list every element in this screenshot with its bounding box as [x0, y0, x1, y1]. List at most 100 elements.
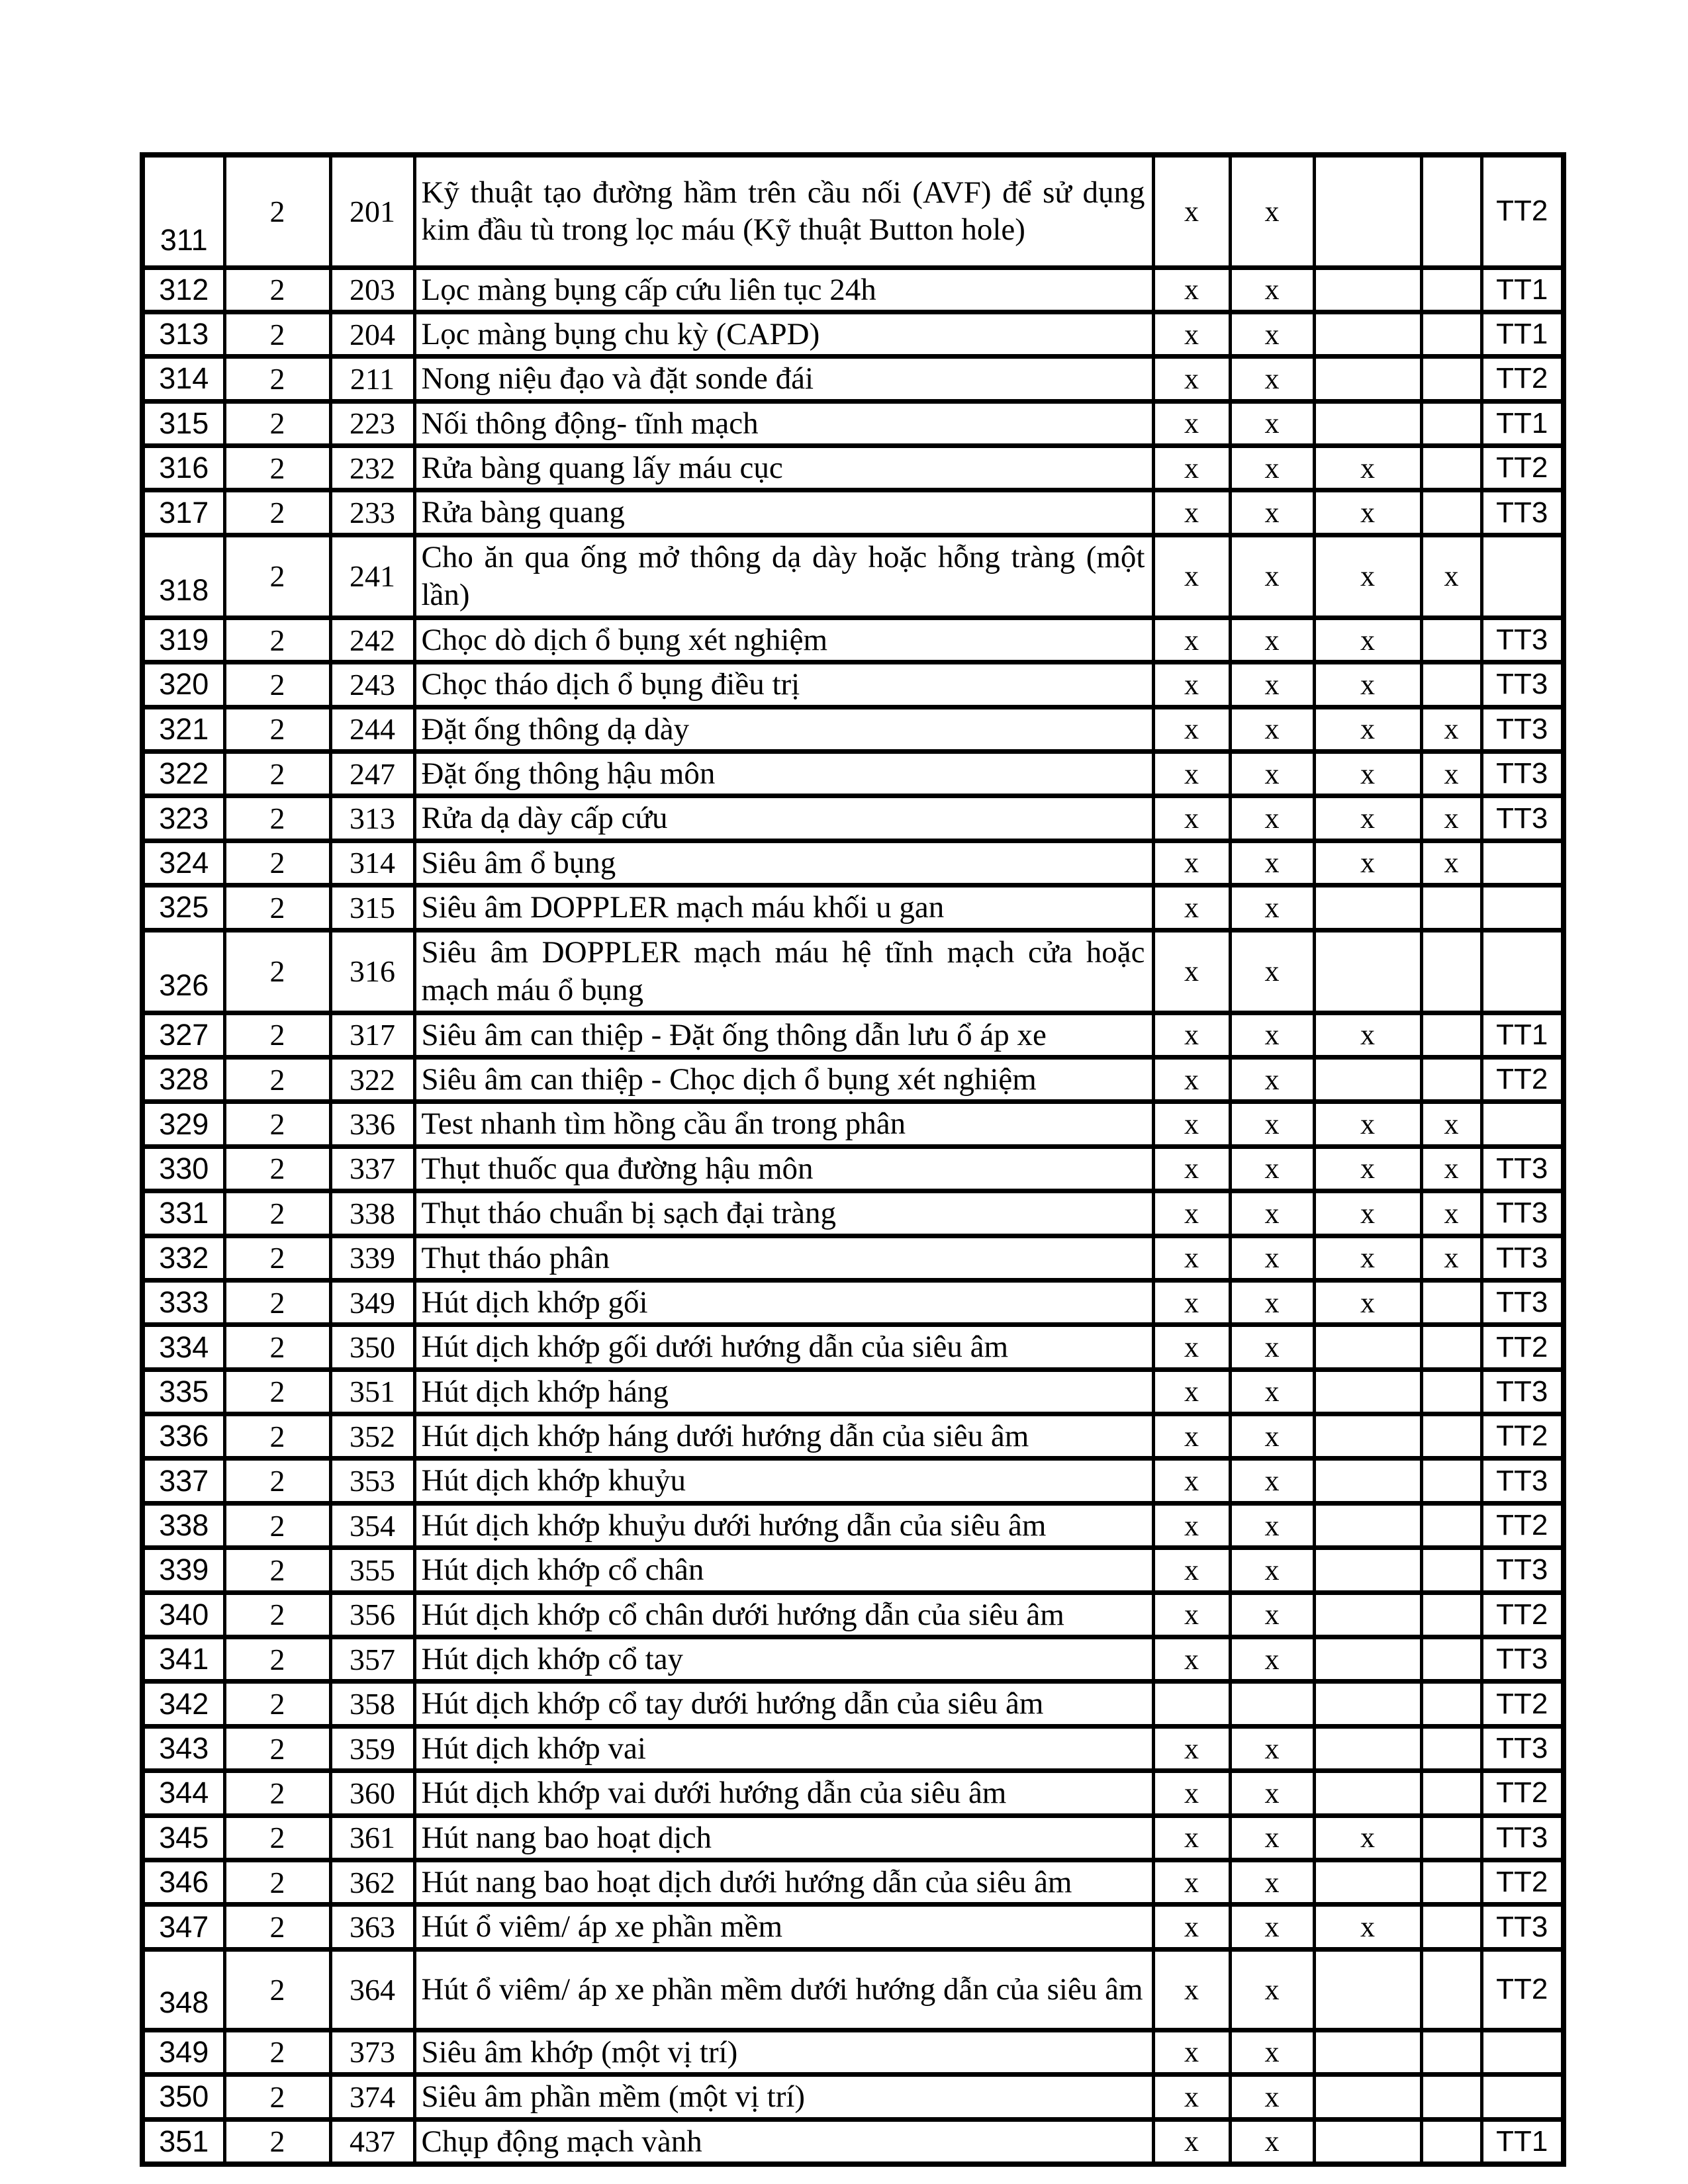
cell-mark-3: x	[1312, 1189, 1423, 1238]
table-row: 336 2 352 Hút dịch khớp háng dưới hướng dẫn…	[140, 1412, 1566, 1461]
cell-code: 233	[328, 488, 416, 537]
cell-mark-4	[1419, 1277, 1483, 1328]
cell-mark-2: x	[1228, 1010, 1316, 1060]
cell-name: Nối thông động- tĩnh mạch	[412, 398, 1155, 449]
cell-name: Chụp động mạch vành	[412, 2116, 1155, 2167]
cell-level: 2	[222, 1902, 332, 1952]
cell-code: 315	[328, 883, 416, 933]
cell-level: 2	[222, 1099, 332, 1149]
cell-tt: TT3	[1479, 704, 1566, 754]
cell-code: 354	[328, 1500, 416, 1551]
cell-mark-2: x	[1228, 1500, 1316, 1551]
cell-mark-3	[1312, 1456, 1423, 1506]
cell-tt: TT2	[1479, 1412, 1566, 1461]
cell-mark-4	[1419, 1723, 1483, 1774]
cell-level: 2	[222, 927, 332, 1015]
cell-tt: TT2	[1479, 152, 1566, 270]
cell-mark-2: x	[1228, 1590, 1316, 1640]
cell-level: 2	[222, 309, 332, 359]
cell-name: Cho ăn qua ống mở thông dạ dày hoặc hỗng…	[412, 532, 1155, 620]
cell-tt: TT3	[1479, 1144, 1566, 1194]
cell-code: 363	[328, 1902, 416, 1952]
cell-name: Hút dịch khớp vai dưới hướng dẫn của siê…	[412, 1768, 1155, 1818]
cell-level: 2	[222, 1679, 332, 1729]
cell-mark-3	[1312, 2072, 1423, 2122]
cell-stt: 331	[140, 1189, 226, 1238]
cell-level: 2	[222, 2072, 332, 2122]
cell-tt: TT2	[1479, 354, 1566, 404]
cell-level: 2	[222, 1189, 332, 1238]
cell-mark-2: x	[1228, 1723, 1316, 1774]
cell-tt: TT3	[1479, 1635, 1566, 1684]
cell-stt: 346	[140, 1857, 226, 1907]
cell-code: 241	[328, 532, 416, 620]
cell-tt: TT1	[1479, 398, 1566, 449]
cell-mark-2: x	[1228, 488, 1316, 537]
cell-stt: 328	[140, 1054, 226, 1105]
cell-mark-3	[1312, 1500, 1423, 1551]
cell-name: Đặt ống thông hậu môn	[412, 749, 1155, 799]
cell-name: Chọc tháo dịch ổ bụng điều trị	[412, 660, 1155, 709]
cell-code: 204	[328, 309, 416, 359]
cell-code: 337	[328, 1144, 416, 1194]
cell-name: Lọc màng bụng cấp cứu liên tục 24h	[412, 265, 1155, 314]
cell-code: 243	[328, 660, 416, 709]
cell-mark-4	[1419, 1679, 1483, 1729]
table-row: 321 2 244 Đặt ống thông dạ dày x x x x TT3	[140, 704, 1566, 754]
cell-mark-4	[1419, 883, 1483, 933]
cell-code: 211	[328, 354, 416, 404]
cell-mark-2: x	[1228, 704, 1316, 754]
table-row: 312 2 203 Lọc màng bụng cấp cứu liên tục 24…	[140, 265, 1566, 314]
cell-mark-1: x	[1151, 749, 1232, 799]
cell-mark-3: x	[1312, 615, 1423, 665]
cell-stt: 314	[140, 354, 226, 404]
cell-tt: TT3	[1479, 1456, 1566, 1506]
cell-code: 313	[328, 794, 416, 843]
cell-level: 2	[222, 2027, 332, 2077]
cell-stt: 312	[140, 265, 226, 314]
cell-level: 2	[222, 265, 332, 314]
cell-mark-2: x	[1228, 1144, 1316, 1194]
cell-code: 314	[328, 838, 416, 888]
cell-mark-2: x	[1228, 749, 1316, 799]
cell-mark-3: x	[1312, 443, 1423, 493]
cell-mark-4	[1419, 1590, 1483, 1640]
cell-name: Hút ổ viêm/ áp xe phần mềm	[412, 1902, 1155, 1952]
cell-tt	[1479, 532, 1566, 620]
cell-name: Chọc dò dịch ổ bụng xét nghiệm	[412, 615, 1155, 665]
cell-level: 2	[222, 532, 332, 620]
cell-stt: 338	[140, 1500, 226, 1551]
cell-mark-1: x	[1151, 2027, 1232, 2077]
cell-stt: 351	[140, 2116, 226, 2167]
cell-code: 373	[328, 2027, 416, 2077]
table-body: 311 2 201 Kỹ thuật tạo đường hầm trên cầu n…	[140, 152, 1566, 2167]
cell-mark-1: x	[1151, 265, 1232, 314]
cell-level: 2	[222, 1590, 332, 1640]
table-row: 320 2 243 Chọc tháo dịch ổ bụng điều trị x x x…	[140, 660, 1566, 709]
cell-code: 364	[328, 1946, 416, 2032]
cell-level: 2	[222, 398, 332, 449]
table-row: 347 2 363 Hút ổ viêm/ áp xe phần mềm x x x TT3	[140, 1902, 1566, 1952]
table-row: 337 2 353 Hút dịch khớp khuỷu x x TT3	[140, 1456, 1566, 1506]
cell-mark-1: x	[1151, 1902, 1232, 1952]
cell-mark-4: x	[1419, 749, 1483, 799]
cell-mark-2: x	[1228, 1545, 1316, 1595]
cell-tt: TT3	[1479, 1189, 1566, 1238]
cell-tt: TT1	[1479, 2116, 1566, 2167]
cell-code: 374	[328, 2072, 416, 2122]
cell-mark-4	[1419, 1054, 1483, 1105]
cell-level: 2	[222, 1813, 332, 1863]
cell-mark-2: x	[1228, 443, 1316, 493]
cell-stt: 339	[140, 1545, 226, 1595]
cell-stt: 343	[140, 1723, 226, 1774]
cell-mark-2: x	[1228, 309, 1316, 359]
cell-mark-1: x	[1151, 1545, 1232, 1595]
cell-name: Siêu âm can thiệp - Đặt ống thông dẫn lư…	[412, 1010, 1155, 1060]
cell-mark-3	[1312, 927, 1423, 1015]
cell-mark-1: x	[1151, 1857, 1232, 1907]
table-row: 311 2 201 Kỹ thuật tạo đường hầm trên cầu n…	[140, 152, 1566, 270]
cell-mark-1: x	[1151, 488, 1232, 537]
cell-mark-4	[1419, 488, 1483, 537]
cell-mark-3: x	[1312, 1144, 1423, 1194]
cell-mark-4	[1419, 2072, 1483, 2122]
